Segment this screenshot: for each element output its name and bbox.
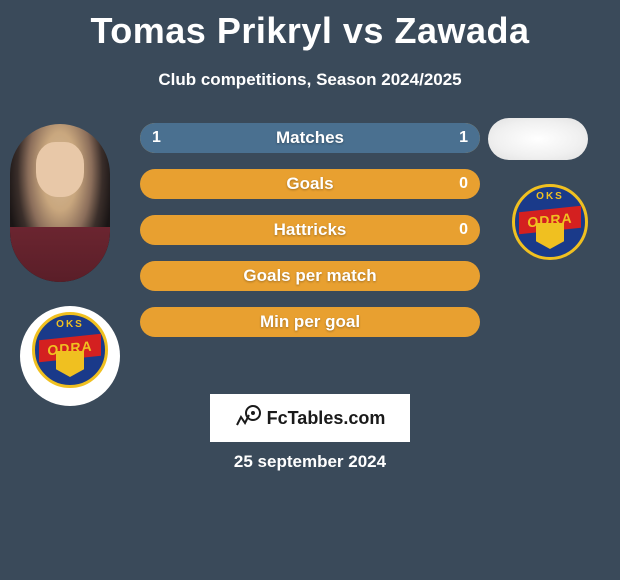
- badge-shield-icon: [536, 223, 564, 249]
- stat-row: 11Matches: [140, 123, 480, 153]
- stat-rows: 11Matches 0Goals 0Hattricks Goals per match…: [140, 123, 480, 353]
- badge-graphic: OKS ODRA: [511, 184, 589, 272]
- comparison-card: Tomas Prikryl vs Zawada Club competition…: [0, 0, 620, 90]
- stat-label: Hattricks: [140, 215, 480, 245]
- player-left-avatar: [10, 124, 110, 282]
- badge-shield-icon: [56, 351, 84, 377]
- stat-row: Min per goal: [140, 307, 480, 337]
- stat-label: Goals: [140, 169, 480, 199]
- player-right-avatar: [488, 118, 588, 160]
- subtitle: Club competitions, Season 2024/2025: [0, 70, 620, 90]
- stat-label: Min per goal: [140, 307, 480, 337]
- brand-logo-icon: [235, 405, 261, 431]
- stat-row: Goals per match: [140, 261, 480, 291]
- badge-top-text: OKS: [56, 319, 84, 330]
- brand-text: FcTables.com: [267, 408, 386, 429]
- club-badge-left: OKS ODRA: [20, 306, 120, 406]
- stat-label: Matches: [140, 123, 480, 153]
- badge-graphic: OKS ODRA: [31, 312, 109, 400]
- stat-row: 0Goals: [140, 169, 480, 199]
- stat-row: 0Hattricks: [140, 215, 480, 245]
- badge-top-text: OKS: [536, 191, 564, 202]
- branding-badge: FcTables.com: [210, 394, 410, 442]
- stat-label: Goals per match: [140, 261, 480, 291]
- page-title: Tomas Prikryl vs Zawada: [0, 0, 620, 52]
- club-badge-right: OKS ODRA: [500, 178, 600, 278]
- footer-date: 25 september 2024: [0, 452, 620, 472]
